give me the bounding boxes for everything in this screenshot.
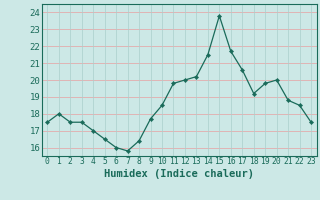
X-axis label: Humidex (Indice chaleur): Humidex (Indice chaleur) — [104, 169, 254, 179]
